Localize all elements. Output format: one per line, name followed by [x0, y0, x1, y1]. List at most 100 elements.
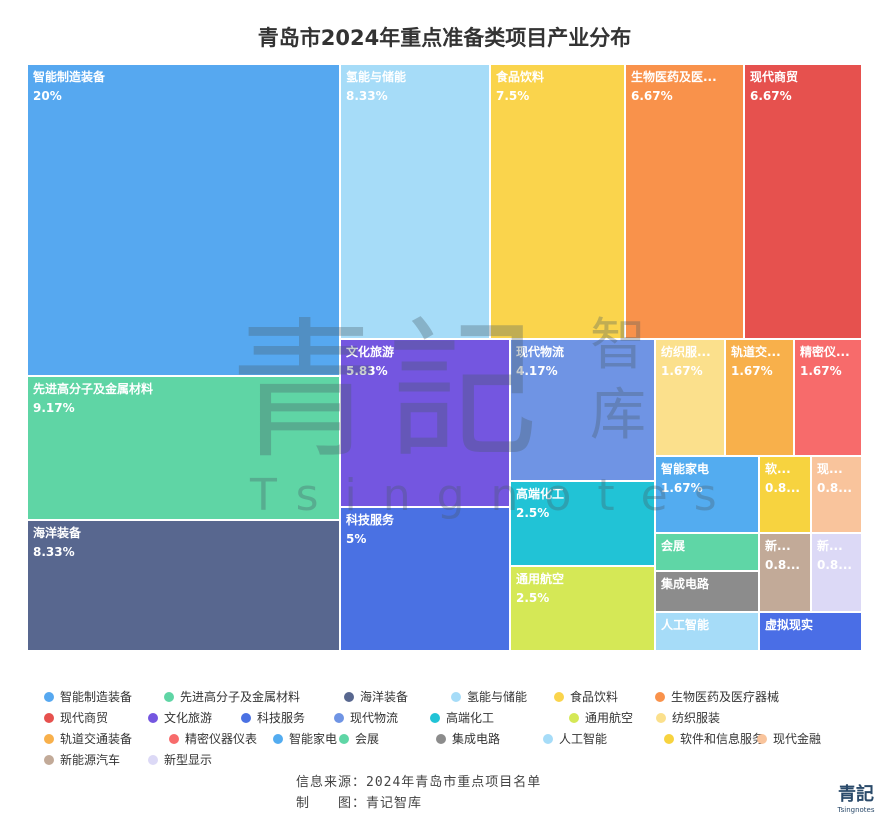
legend-label: 食品饮料	[570, 690, 619, 704]
legend-label: 会展	[355, 732, 380, 746]
treemap-cell[interactable]: 生物医药及医... 6.67%	[624, 63, 745, 340]
treemap-rect[interactable]	[758, 532, 812, 613]
treemap-cell[interactable]: 智能家电 1.67%	[654, 455, 760, 534]
treemap-cell[interactable]: 现代商贸 6.67%	[743, 63, 863, 340]
legend-item[interactable]: 文化旅游	[148, 709, 212, 727]
legend-swatch	[273, 734, 283, 744]
treemap-cell[interactable]: 虚拟现实	[758, 611, 863, 652]
treemap-rect[interactable]	[654, 570, 760, 613]
treemap-rect[interactable]	[26, 375, 341, 521]
treemap-cell[interactable]: 氢能与储能 8.33%	[339, 63, 491, 340]
legend-item[interactable]: 精密仪器仪表	[169, 730, 257, 748]
treemap-label: 氢能与储能	[346, 69, 406, 84]
treemap-rect[interactable]	[758, 611, 863, 652]
legend-item[interactable]: 现代物流	[334, 709, 398, 727]
legend-item[interactable]: 海洋装备	[344, 688, 408, 706]
legend-label: 人工智能	[559, 732, 608, 746]
treemap-rect[interactable]	[810, 532, 863, 613]
legend-label: 通用航空	[585, 711, 634, 725]
legend-swatch	[148, 755, 158, 765]
treemap-label: 智能家电	[660, 461, 709, 476]
legend-item[interactable]: 生物医药及医疗器械	[655, 688, 779, 706]
legend-label: 生物医药及医疗器械	[671, 690, 780, 704]
treemap-cell[interactable]: 先进高分子及金属材料 9.17%	[26, 375, 341, 521]
treemap-rect[interactable]	[654, 455, 760, 534]
legend-item[interactable]: 轨道交通装备	[44, 730, 132, 748]
treemap-cell[interactable]: 高端化工 2.5%	[509, 480, 656, 567]
legend-swatch	[44, 692, 54, 702]
legend-item[interactable]: 先进高分子及金属材料	[164, 688, 300, 706]
treemap-value-label: 8.33%	[33, 545, 75, 559]
legend-swatch	[241, 713, 251, 723]
treemap-rect[interactable]	[339, 338, 511, 508]
treemap-cell[interactable]: 现... 0.8...	[810, 455, 863, 534]
legend-item[interactable]: 新能源汽车	[44, 751, 120, 769]
treemap-cell[interactable]: 智能制造装备 20%	[26, 63, 341, 377]
treemap-rect[interactable]	[339, 63, 491, 340]
treemap-cell[interactable]: 人工智能	[654, 611, 760, 652]
treemap-rect[interactable]	[26, 519, 341, 652]
treemap-rect[interactable]	[509, 565, 656, 652]
treemap-rect[interactable]	[509, 480, 656, 567]
treemap-cell[interactable]: 科技服务 5%	[339, 506, 511, 652]
treemap-rect[interactable]	[489, 63, 626, 340]
legend-item[interactable]: 科技服务	[241, 709, 305, 727]
legend-item[interactable]: 纺织服装	[656, 709, 720, 727]
treemap-rect[interactable]	[509, 338, 656, 482]
source-note: 信息来源：2024年青岛市重点项目名单	[296, 775, 542, 790]
treemap-cell[interactable]: 纺织服... 1.67%	[654, 338, 726, 457]
legend-swatch	[569, 713, 579, 723]
treemap-label: 先进高分子及金属材料	[33, 381, 153, 396]
treemap-cell[interactable]: 现代物流 4.17%	[509, 338, 656, 482]
legend-label: 海洋装备	[360, 690, 409, 704]
legend-item[interactable]: 智能制造装备	[44, 688, 132, 706]
legend-label: 智能制造装备	[60, 690, 133, 704]
treemap-cell[interactable]: 文化旅游 5.83%	[339, 338, 511, 508]
treemap-value-label: 6.67%	[631, 89, 673, 103]
legend-item[interactable]: 会展	[339, 730, 379, 748]
legend-item[interactable]: 软件和信息服务	[664, 730, 764, 748]
treemap-rect[interactable]	[743, 63, 863, 340]
treemap-label: 精密仪...	[800, 344, 850, 359]
legend-item[interactable]: 集成电路	[436, 730, 500, 748]
treemap-value-label: 5%	[346, 532, 366, 546]
treemap-cell[interactable]: 轨道交... 1.67%	[724, 338, 795, 457]
legend-swatch	[339, 734, 349, 744]
legend-item[interactable]: 通用航空	[569, 709, 633, 727]
treemap-label: 集成电路	[660, 576, 710, 591]
treemap-value-label: 1.67%	[731, 364, 773, 378]
treemap-label: 海洋装备	[33, 525, 82, 540]
treemap-value-label: 2.5%	[516, 506, 549, 520]
legend-swatch	[344, 692, 354, 702]
treemap-rect[interactable]	[810, 455, 863, 534]
legend-item[interactable]: 现代商贸	[44, 709, 108, 727]
treemap-label: 现...	[817, 462, 843, 476]
treemap-cell[interactable]: 精密仪... 1.67%	[793, 338, 863, 457]
treemap-cell[interactable]: 新... 0.8...	[810, 532, 863, 613]
treemap-rect[interactable]	[339, 506, 511, 652]
treemap-cell[interactable]: 集成电路	[654, 570, 760, 613]
logo-cn: 青記	[838, 784, 874, 805]
treemap-cell[interactable]: 通用航空 2.5%	[509, 565, 656, 652]
treemap-cell[interactable]: 新... 0.8...	[758, 532, 812, 613]
legend-item[interactable]: 人工智能	[543, 730, 607, 748]
legend-item[interactable]: 食品饮料	[554, 688, 618, 706]
legend-item[interactable]: 智能家电	[273, 730, 337, 748]
treemap-chart: 智能制造装备 20% 先进高分子及金属材料 9.17% 海洋装备 8.33% 氢能与储能 8.…	[26, 63, 863, 652]
legend-item[interactable]: 氢能与储能	[451, 688, 527, 706]
treemap-cell[interactable]: 海洋装备 8.33%	[26, 519, 341, 652]
legend-label: 智能家电	[289, 732, 338, 746]
treemap-cell[interactable]: 食品饮料 7.5%	[489, 63, 626, 340]
treemap-rect[interactable]	[758, 455, 812, 534]
treemap-rect[interactable]	[654, 611, 760, 652]
legend-label: 现代商贸	[60, 711, 109, 725]
legend-item[interactable]: 新型显示	[148, 751, 212, 769]
legend-item[interactable]: 高端化工	[430, 709, 494, 727]
treemap-rect[interactable]	[793, 338, 863, 457]
treemap-rect[interactable]	[26, 63, 341, 377]
legend-item[interactable]: 现代金融	[757, 730, 821, 748]
treemap-cell[interactable]: 会展	[654, 532, 760, 572]
treemap-value-label: 0.8...	[765, 481, 800, 495]
treemap-cell[interactable]: 软... 0.8...	[758, 455, 812, 534]
treemap-rect[interactable]	[624, 63, 745, 340]
